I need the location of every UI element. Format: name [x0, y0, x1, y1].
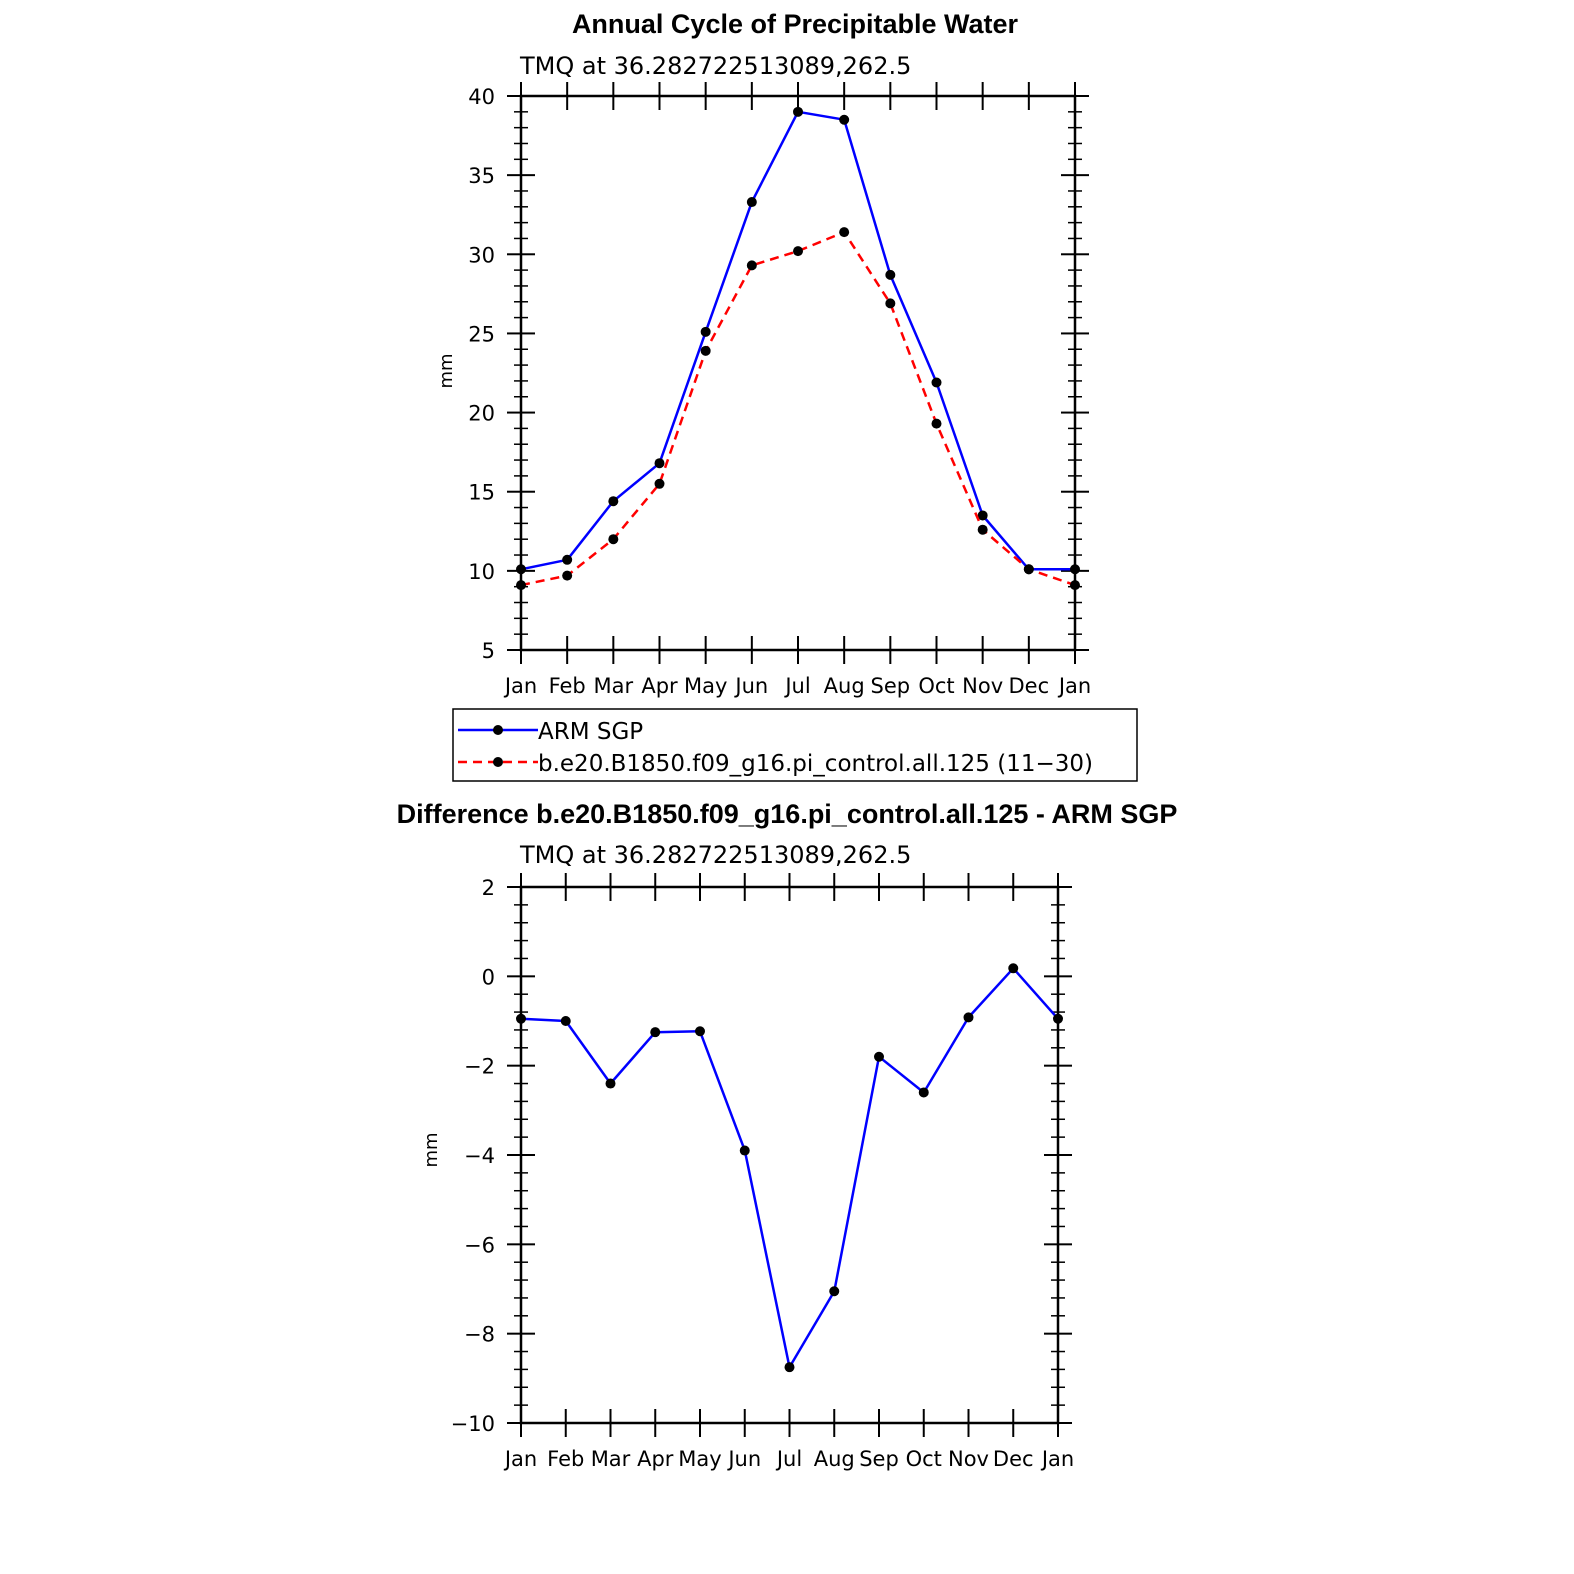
chart1-series-0-point: [516, 564, 526, 575]
chart1-series-0-point: [977, 510, 988, 521]
chart2-series-0-point: [874, 1051, 884, 1062]
chart1-ytick-label: 35: [468, 164, 495, 188]
chart1-series-0-point: [562, 554, 573, 565]
chart2-ytick-label: −2: [464, 1055, 495, 1079]
chart1-ytick-label: 30: [468, 243, 495, 267]
chart1-xtick-label: Dec: [1009, 674, 1050, 698]
chart1-xtick-label: Jan: [503, 674, 537, 698]
legend-label-arm-sgp: ARM SGP: [538, 719, 643, 745]
chart1-ytick-label: 40: [468, 85, 495, 109]
chart2-subtitle: TMQ at 36.282722513089,262.5: [519, 841, 911, 869]
legend-marker-model: [493, 757, 503, 767]
chart1-xtick-label: Jun: [733, 674, 768, 698]
chart2-plot: Jan Feb Mar Apr May Jun Jul Aug Sep Oct Nov Dec Jan−…: [451, 873, 1074, 1471]
chart2-xtick-label: Jan: [503, 1447, 537, 1471]
chart1-series-0-point: [746, 197, 757, 208]
chart1-series-0-point: [700, 326, 711, 337]
chart1-series-1-point: [654, 478, 665, 489]
chart2-xtick-label: Feb: [547, 1447, 584, 1471]
chart1-xtick-label: May: [684, 674, 727, 698]
chart1-series-1-point: [562, 570, 573, 581]
chart1-xtick-label: Oct: [918, 674, 954, 698]
chart2-ytick-label: −4: [464, 1144, 495, 1168]
chart1-series-1-point: [608, 534, 619, 545]
chart2-series-0-point: [605, 1078, 616, 1089]
chart2-xtick-label: Apr: [637, 1447, 674, 1471]
chart2-series-0-point: [516, 1013, 526, 1024]
chart1-series-0-point: [608, 496, 619, 507]
chart1-series-0-point: [931, 377, 942, 388]
chart1-series-1-point: [516, 580, 526, 591]
chart2-series-0-line: [520, 967, 1059, 1369]
chart2-series-0-point: [1008, 963, 1019, 974]
chart1-series-1-point: [1070, 580, 1080, 591]
chart2-series-0-point: [829, 1286, 840, 1297]
chart1-xtick-label: Sep: [871, 674, 911, 698]
chart2-xtick-label: Jun: [726, 1447, 761, 1471]
chart1-ytick-label: 25: [468, 322, 495, 346]
chart2-series-0-point: [695, 1026, 705, 1037]
chart1-plot: Jan Feb Mar Apr May Jun Jul Aug Sep Oct Nov Dec Jan 5…: [468, 82, 1091, 698]
chart1-frame: [519, 94, 1077, 652]
chart2-ytick-label: −10: [451, 1412, 495, 1436]
chart1-series-0-point: [654, 458, 665, 469]
chart1-ytick-label: 10: [468, 560, 495, 584]
chart2-series-0-point: [739, 1145, 750, 1156]
chart2-xtick-label: Aug: [814, 1447, 855, 1471]
legend-label-model: b.e20.B1850.f09_g16.pi_control.all.125 (…: [538, 751, 1093, 777]
chart1-series-1-point: [931, 418, 942, 429]
chart1-ytick-label: 15: [468, 481, 495, 505]
chart1-ytick-label: 20: [468, 402, 495, 426]
chart1-xtick-label: Feb: [549, 674, 586, 698]
legend: ARM SGP b.e20.B1850.f09_g16.pi_control.a…: [452, 708, 1138, 782]
chart2-series-0-point: [918, 1087, 929, 1098]
chart1-series-1-point: [839, 227, 850, 238]
chart2-xtick-label: Nov: [948, 1447, 989, 1471]
chart1-xtick-label: Nov: [962, 674, 1003, 698]
chart2-series-0-point: [784, 1362, 795, 1373]
chart2-ytick-label: 2: [482, 876, 495, 900]
chart2-xtick-label: Mar: [591, 1447, 631, 1471]
chart2-title: Difference b.e20.B1850.f09_g16.pi_contro…: [397, 799, 1178, 829]
chart1-series-0-point: [885, 269, 896, 280]
chart1-title: Annual Cycle of Precipitable Water: [572, 9, 1019, 39]
chart1-xtick-label: Mar: [594, 674, 634, 698]
chart1-ylabel: mm: [436, 353, 457, 388]
chart1-xtick-label: Aug: [824, 674, 865, 698]
chart2-series-0-point: [650, 1027, 661, 1038]
chart1-series-1-point: [1023, 564, 1034, 575]
chart2-frame: [519, 885, 1060, 1425]
chart1-series-1-point: [793, 246, 803, 257]
chart2-ytick-label: −8: [464, 1323, 495, 1347]
chart1-series-1-point: [700, 345, 711, 356]
legend-marker-arm-sgp: [493, 725, 503, 735]
chart2-xtick-label: Sep: [859, 1447, 899, 1471]
chart1-series-0-point: [839, 114, 850, 125]
chart2-ytick-label: 0: [482, 965, 495, 989]
chart2-series-0-point: [963, 1012, 974, 1023]
chart2-xtick-label: Jan: [1040, 1447, 1074, 1471]
chart1-subtitle: TMQ at 36.282722513089,262.5: [519, 52, 911, 80]
chart1-series-0-point: [793, 106, 803, 117]
chart1-xtick-label: Jul: [783, 674, 810, 698]
chart1-ytick-label: 5: [482, 639, 495, 663]
chart1-series-1-point: [977, 524, 988, 535]
chart1-xtick-label: Jan: [1057, 674, 1091, 698]
chart2-xtick-label: Jul: [775, 1447, 802, 1471]
chart1-series-1-point: [746, 260, 757, 271]
chart2-series-0-point: [1053, 1013, 1063, 1024]
chart1-series-1-line: [520, 230, 1076, 587]
chart1-series-0-line: [520, 110, 1075, 571]
chart1-series-0-point: [1070, 564, 1080, 575]
chart1-xtick-label: Apr: [641, 674, 678, 698]
chart1-series-1-point: [885, 298, 896, 309]
chart2-ylabel: mm: [421, 1132, 442, 1167]
legend-box: [452, 708, 1138, 782]
chart2-series-0-point: [560, 1016, 571, 1026]
chart2-ytick-label: −6: [464, 1233, 495, 1257]
chart2-xtick-label: Oct: [906, 1447, 942, 1471]
chart2-xtick-label: Dec: [993, 1447, 1034, 1471]
chart2-xtick-label: May: [678, 1447, 721, 1471]
